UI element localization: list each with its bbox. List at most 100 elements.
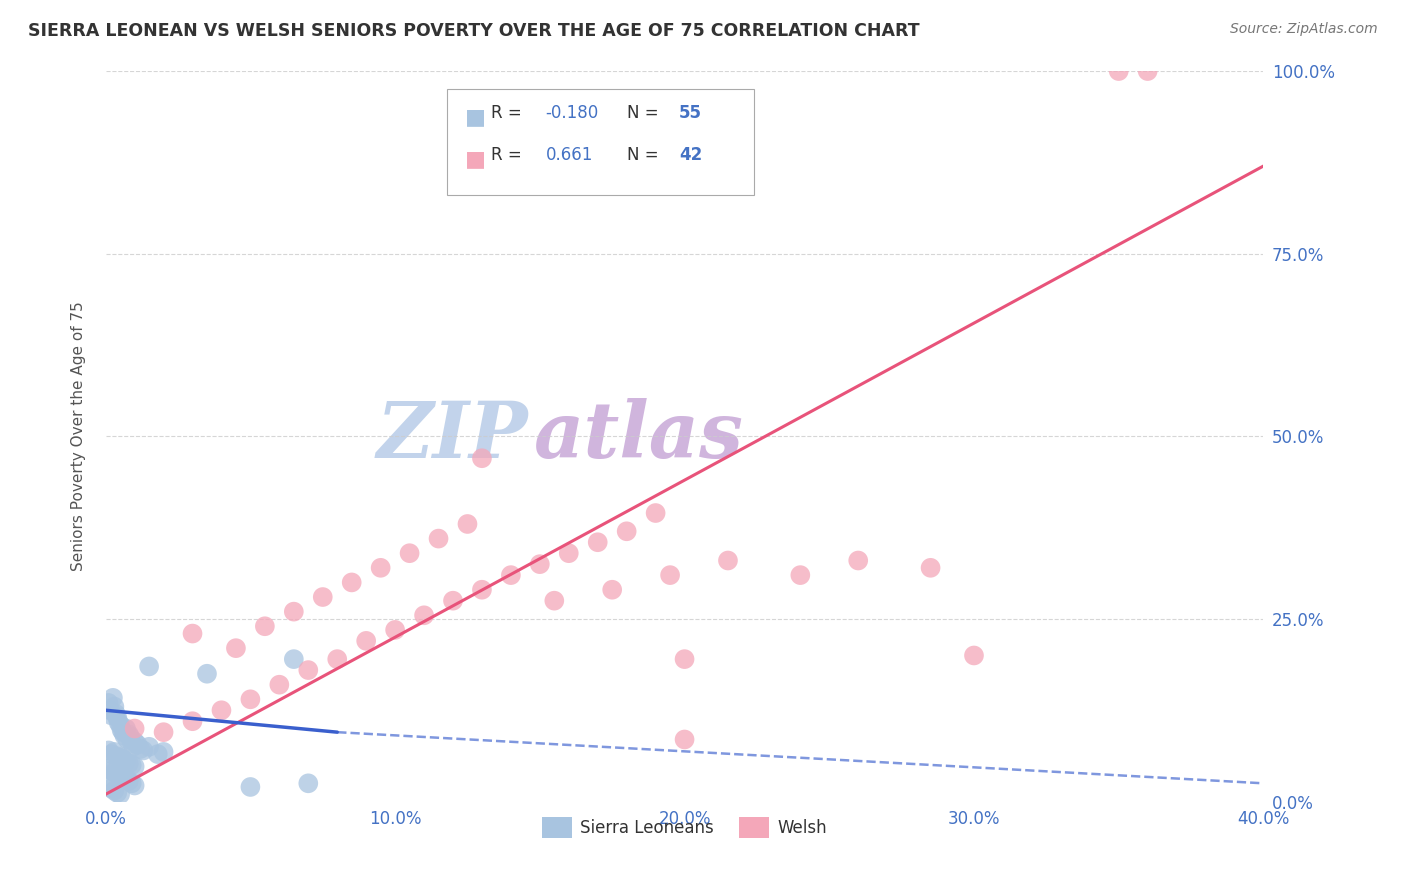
Text: N =: N =: [627, 145, 664, 163]
Point: [499, 568, 522, 582]
Point: [441, 593, 464, 607]
Point: [118, 774, 141, 789]
Point: [112, 752, 135, 766]
Point: [103, 699, 125, 714]
Point: [1108, 64, 1130, 78]
Text: atlas: atlas: [534, 398, 744, 475]
Point: [105, 767, 128, 781]
Text: R =: R =: [491, 104, 527, 122]
Text: ZIP: ZIP: [377, 398, 529, 475]
Point: [108, 769, 131, 783]
Point: [558, 546, 581, 560]
Point: [117, 732, 139, 747]
Point: [239, 780, 262, 794]
Point: [129, 742, 152, 756]
Point: [181, 714, 204, 729]
Point: [543, 593, 565, 607]
Point: [138, 659, 160, 673]
Point: [122, 739, 145, 754]
Point: [114, 729, 136, 743]
Y-axis label: Seniors Poverty Over the Age of 75: Seniors Poverty Over the Age of 75: [72, 301, 86, 571]
Text: ■: ■: [464, 108, 485, 128]
Point: [354, 633, 377, 648]
Point: [644, 506, 666, 520]
Point: [101, 690, 124, 705]
Point: [121, 736, 143, 750]
Point: [105, 749, 128, 764]
Point: [398, 546, 420, 560]
Point: [312, 590, 335, 604]
Point: [100, 764, 122, 778]
Point: [413, 608, 436, 623]
Point: [586, 535, 609, 549]
Point: [195, 666, 218, 681]
Point: [132, 743, 155, 757]
Point: [108, 750, 131, 764]
Point: [211, 703, 233, 717]
Point: [105, 786, 128, 800]
Point: [253, 619, 276, 633]
Point: [97, 780, 120, 794]
Text: 42: 42: [679, 145, 702, 163]
Point: [103, 783, 125, 797]
Text: 0.661: 0.661: [546, 145, 593, 163]
Point: [717, 553, 740, 567]
Point: [283, 605, 305, 619]
Point: [100, 708, 122, 723]
Point: [370, 561, 392, 575]
Point: [121, 758, 143, 772]
Point: [600, 582, 623, 597]
Point: [97, 762, 120, 776]
Point: [97, 696, 120, 710]
Point: [1136, 64, 1159, 78]
Point: [124, 722, 146, 736]
Point: [100, 781, 122, 796]
Point: [659, 568, 682, 582]
Point: [121, 776, 143, 790]
Point: [97, 743, 120, 757]
Point: [920, 561, 942, 575]
Point: [118, 727, 141, 741]
Point: [107, 715, 129, 730]
Point: [427, 532, 450, 546]
Point: [846, 553, 869, 567]
Point: [326, 652, 349, 666]
Text: Source: ZipAtlas.com: Source: ZipAtlas.com: [1230, 22, 1378, 37]
Point: [225, 641, 247, 656]
Point: [673, 732, 696, 747]
Point: [384, 623, 406, 637]
Point: [152, 745, 174, 759]
Text: ■: ■: [464, 149, 485, 169]
Point: [110, 723, 132, 737]
Point: [108, 787, 131, 801]
Point: [124, 759, 146, 773]
Point: [103, 745, 125, 759]
Point: [115, 755, 138, 769]
Point: [108, 718, 131, 732]
Point: [112, 725, 135, 739]
Point: [152, 725, 174, 739]
Point: [118, 756, 141, 771]
Point: [98, 703, 121, 717]
Point: [340, 575, 363, 590]
Point: [673, 652, 696, 666]
Point: [297, 663, 319, 677]
FancyBboxPatch shape: [447, 89, 754, 195]
Point: [297, 776, 319, 790]
Text: R =: R =: [491, 145, 533, 163]
Point: [269, 678, 291, 692]
Point: [529, 557, 551, 571]
Point: [103, 765, 125, 780]
Point: [127, 738, 149, 752]
Point: [283, 652, 305, 666]
Text: 55: 55: [679, 104, 702, 122]
Text: -0.180: -0.180: [546, 104, 599, 122]
Point: [789, 568, 811, 582]
Point: [146, 747, 169, 761]
Point: [120, 731, 142, 745]
Point: [239, 692, 262, 706]
Text: N =: N =: [627, 104, 664, 122]
Point: [124, 734, 146, 748]
Point: [456, 516, 478, 531]
Point: [181, 626, 204, 640]
